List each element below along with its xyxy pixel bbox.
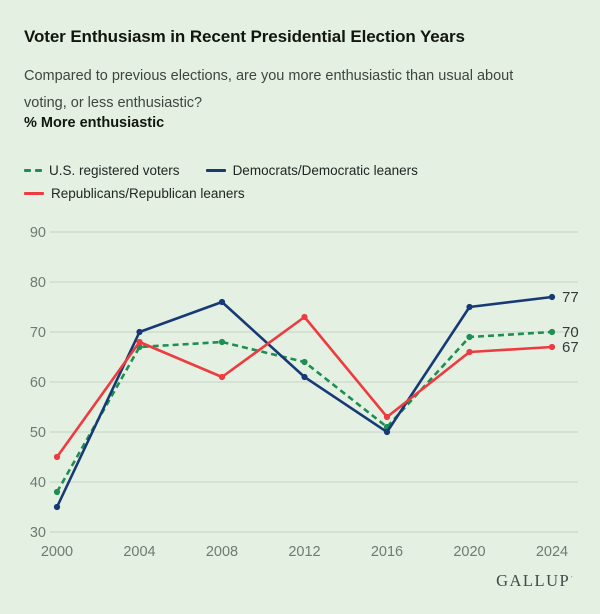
chart-subtitle-line1: Compared to previous elections, are you … (24, 68, 514, 84)
data-point (383, 428, 391, 436)
data-point (53, 488, 61, 496)
legend-item-0: U.S. registered voters (24, 161, 180, 179)
x-tick-2020: 2020 (453, 544, 485, 560)
data-point (301, 358, 308, 366)
y-tick-90: 90 (30, 225, 46, 241)
y-tick-80: 80 (30, 275, 46, 291)
data-point (301, 373, 308, 381)
data-point (218, 298, 226, 306)
legend-label: Democrats/Democratic leaners (232, 162, 418, 178)
solid-line-swatch-icon (24, 191, 44, 195)
end-value-label-2: 67 (562, 339, 579, 356)
data-point (466, 348, 473, 356)
data-point (218, 373, 226, 381)
data-point (301, 313, 308, 321)
legend-label: Republicans/Republican leaners (51, 185, 245, 201)
x-tick-2004: 2004 (123, 544, 155, 560)
x-tick-2008: 2008 (206, 544, 238, 560)
dashed-line-swatch-icon (24, 168, 42, 172)
series-line-1 (55, 295, 553, 508)
data-point (548, 343, 556, 351)
data-point (136, 328, 143, 336)
y-tick-60: 60 (30, 375, 46, 391)
y-tick-30: 30 (30, 525, 46, 541)
x-tick-2012: 2012 (288, 544, 320, 560)
legend-label: U.S. registered voters (49, 162, 180, 178)
chart-legend: U.S. registered voters Democrats/Democrat… (24, 161, 576, 202)
gallup-trademark-icon: ′ (571, 575, 574, 582)
chart-subtitle: Compared to previous elections, are you … (24, 63, 513, 117)
y-tick-70: 70 (30, 325, 46, 341)
data-point (53, 503, 61, 511)
data-point (548, 293, 556, 301)
y-tick-40: 40 (30, 475, 46, 491)
data-point (136, 338, 143, 346)
legend-item-1: Democrats/Democratic leaners (205, 161, 418, 179)
y-tick-50: 50 (30, 425, 46, 441)
end-value-label-0: 70 (562, 324, 579, 341)
x-tick-2016: 2016 (371, 544, 403, 560)
series-line-0 (55, 330, 553, 493)
solid-line-swatch-icon (205, 168, 226, 172)
gallup-wordmark: GALLUP (496, 571, 571, 590)
line-chart: 90 80 70 60 50 40 30 2000 2004 2008 2012 2016 2020 20… (30, 225, 579, 560)
measure-label: % More enthusiastic (24, 115, 165, 131)
data-point (383, 413, 391, 421)
data-point (218, 338, 226, 346)
x-tick-2000: 2000 (41, 544, 73, 560)
data-point (53, 453, 61, 461)
chart-title: Voter Enthusiasm in Recent Presidential … (24, 27, 465, 46)
data-point (548, 328, 556, 336)
x-tick-2024: 2024 (536, 544, 568, 560)
data-point (466, 303, 473, 311)
chart-subtitle-line2: voting, or less enthusiastic? (24, 95, 203, 111)
data-point (466, 333, 473, 341)
end-value-label-1: 77 (562, 289, 579, 306)
series-line-2 (55, 315, 553, 458)
legend-item-2: Republicans/Republican leaners (24, 184, 245, 202)
gallup-logo: GALLUP′ (496, 571, 574, 591)
